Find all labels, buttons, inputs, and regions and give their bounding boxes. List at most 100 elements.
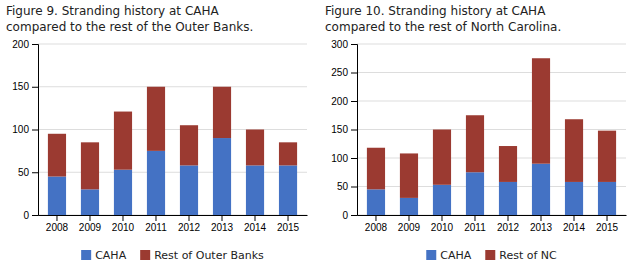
legend-item: Rest of NC	[485, 249, 557, 262]
tick: 0	[23, 210, 38, 221]
tick-label: 2011	[464, 222, 486, 233]
tick: 2009	[79, 215, 102, 233]
bar	[400, 153, 418, 197]
tick-mark	[351, 187, 357, 188]
tick-label: 200	[12, 39, 29, 50]
tick-mark	[441, 215, 442, 221]
bar	[565, 182, 583, 215]
tick-label: 2015	[596, 222, 619, 233]
tick-mark	[351, 101, 357, 102]
tick: 200	[12, 39, 38, 50]
tick: 2010	[112, 215, 135, 233]
grid-line	[357, 44, 626, 45]
panel: Figure 10. Stranding history at CAHAcomp…	[325, 4, 627, 262]
grid-line	[357, 72, 626, 73]
tick-mark	[255, 215, 256, 221]
subtitle: compared to the rest of the Outer Banks.	[6, 20, 253, 34]
tick-mark	[607, 215, 608, 221]
bar	[48, 177, 66, 215]
legend-item: CAHA	[81, 249, 126, 262]
bar	[213, 87, 231, 138]
grid-line	[38, 129, 307, 130]
grid-line	[357, 186, 626, 187]
bar	[279, 142, 297, 165]
bar	[433, 130, 451, 185]
tick: 200	[331, 96, 357, 107]
bar	[180, 165, 198, 215]
subtitle: compared to the rest of North Carolina.	[325, 20, 561, 34]
tick: 50	[18, 167, 38, 178]
tick-mark	[89, 215, 90, 221]
title: Figure 9. Stranding history at CAHA	[6, 4, 219, 18]
tick-mark	[155, 215, 156, 221]
tick-label: 2008	[46, 222, 69, 233]
axis-line	[358, 215, 627, 216]
bar	[367, 148, 385, 190]
tick-label: 100	[331, 153, 348, 164]
tick-mark	[351, 130, 357, 131]
tick-label: 50	[18, 167, 30, 178]
x-axis: 20082009201020112012201320142015	[358, 215, 627, 233]
bar	[466, 115, 484, 172]
tick: 50	[337, 181, 357, 192]
tick: 2014	[563, 215, 586, 233]
tick-mark	[574, 215, 575, 221]
tick-mark	[351, 215, 357, 216]
tick-mark	[351, 44, 357, 45]
bar	[598, 182, 616, 215]
tick-mark	[351, 73, 357, 74]
tick-label: 200	[331, 96, 348, 107]
bar	[598, 131, 616, 182]
chart-canvas: Figure 9. Stranding history at CAHA compa…	[0, 0, 638, 271]
tick: 150	[12, 81, 38, 92]
panel: Figure 9. Stranding history at CAHA compa…	[6, 4, 308, 262]
tick-label: 2009	[79, 222, 102, 233]
tick-mark	[375, 215, 376, 221]
bar	[246, 165, 264, 215]
legend-label: Rest of NC	[499, 249, 557, 262]
tick-label: 100	[12, 124, 29, 135]
grid-line	[38, 172, 307, 173]
tick: 2009	[398, 215, 421, 233]
tick-mark	[32, 172, 38, 173]
bar	[532, 58, 550, 163]
grid-line	[38, 44, 307, 45]
tick: 2013	[211, 215, 234, 233]
tick-mark	[189, 215, 190, 221]
tick-mark	[56, 215, 57, 221]
tick-label: 50	[337, 181, 349, 192]
tick-label: 2013	[530, 222, 553, 233]
tick: 250	[331, 67, 357, 78]
bar	[279, 165, 297, 215]
tick-mark	[288, 215, 289, 221]
bar	[433, 185, 451, 215]
tick-label: 2014	[563, 222, 586, 233]
tick-label: 2010	[431, 222, 454, 233]
tick-label: 2011	[145, 222, 167, 233]
tick-mark	[508, 215, 509, 221]
tick-label: 0	[342, 210, 348, 221]
grid-line	[38, 86, 307, 87]
plot: 0501001502002503002008200920102011201220…	[331, 39, 626, 233]
tick: 0	[342, 210, 357, 221]
tick-label: 2014	[244, 222, 267, 233]
legend-swatch	[426, 250, 436, 260]
legend-item: Rest of Outer Banks	[140, 249, 264, 262]
bar	[81, 142, 99, 189]
tick: 100	[12, 124, 38, 135]
bar	[499, 146, 517, 182]
legend-label: CAHA	[95, 249, 126, 262]
tick: 150	[331, 124, 357, 135]
tick-mark	[32, 130, 38, 131]
tick: 2011	[464, 215, 486, 233]
tick-mark	[32, 87, 38, 88]
y-axis: 050100150200250300	[331, 39, 357, 221]
axis-line	[351, 45, 358, 216]
bar	[147, 87, 165, 151]
tick-mark	[122, 215, 123, 221]
legend-swatch	[140, 250, 150, 260]
tick-label: 2008	[365, 222, 388, 233]
bar	[466, 172, 484, 215]
tick-mark	[32, 44, 38, 45]
plot: 0501001502002008200920102011201220132014…	[12, 39, 307, 233]
